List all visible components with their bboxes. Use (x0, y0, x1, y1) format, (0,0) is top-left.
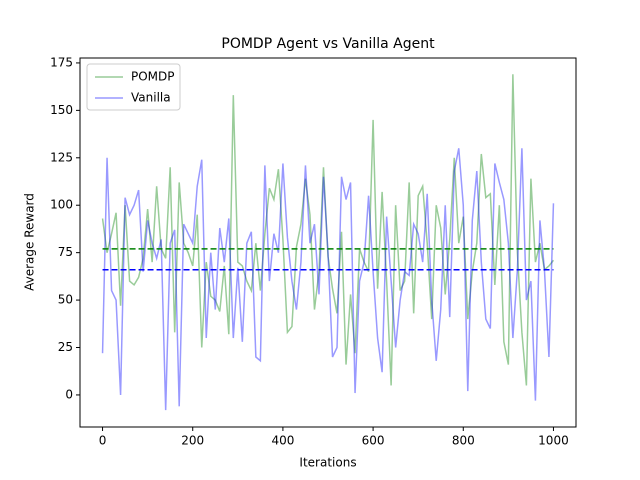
x-tick-label: 1000 (538, 434, 569, 448)
plot-frame (79, 57, 577, 428)
x-tick-label: 600 (362, 434, 385, 448)
legend-label: Vanilla (131, 91, 171, 105)
x-tick-label: 800 (452, 434, 475, 448)
x-tick-label: 200 (181, 434, 204, 448)
x-tick-label: 400 (271, 434, 294, 448)
series-line (101, 74, 555, 386)
y-axis-label: Average Reward (23, 193, 37, 291)
legend-label: POMDP (131, 70, 175, 84)
legend-box (86, 63, 181, 111)
x-tick-label: 0 (99, 434, 107, 448)
y-tick-label: 175 (50, 55, 73, 69)
y-tick-label: 125 (50, 150, 73, 164)
y-tick-label: 50 (58, 293, 73, 307)
y-tick-label: 25 (58, 340, 73, 354)
y-tick-label: 100 (50, 198, 73, 212)
series-line (101, 148, 555, 411)
y-tick-label: 75 (58, 245, 73, 259)
y-tick-label: 150 (50, 103, 73, 117)
y-tick-label: 0 (65, 387, 73, 401)
chart-title: POMDP Agent vs Vanilla Agent (221, 36, 435, 52)
x-axis-label: Iterations (299, 456, 356, 470)
